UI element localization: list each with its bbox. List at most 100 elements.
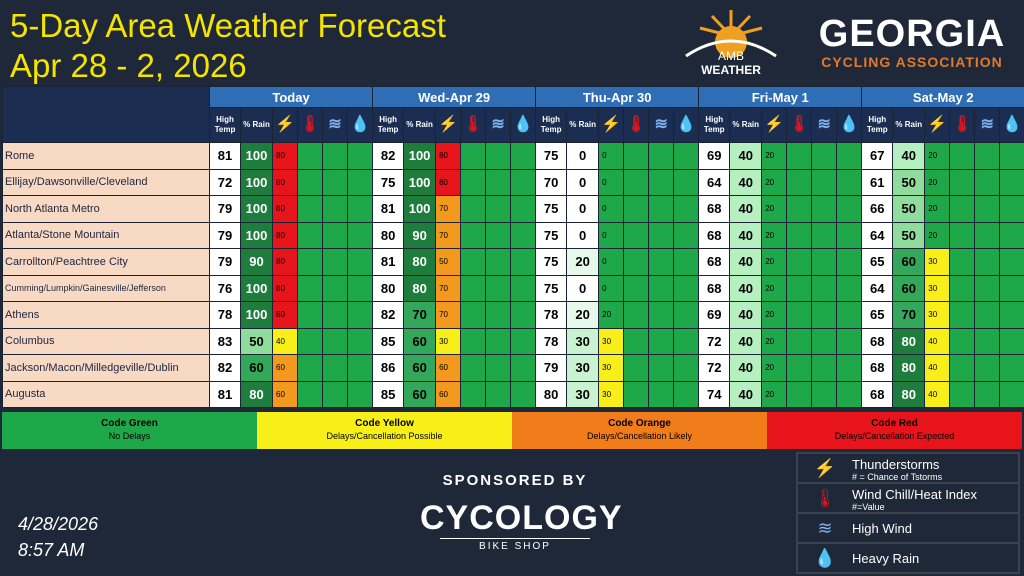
- empty-cell: [322, 354, 348, 382]
- city-name: Carrollton/Peachtree City: [2, 248, 210, 276]
- table-row: Jackson/Macon/Milledgeville/Dublin 82 60 60…: [2, 354, 1024, 382]
- rain-cell: 90: [240, 248, 273, 276]
- empty-cell: [485, 380, 512, 408]
- empty-cell: [322, 142, 348, 170]
- high-temp-cell: 65: [861, 301, 894, 329]
- high-temp-cell: 79: [209, 221, 241, 249]
- day-header: Sat-May 2: [861, 86, 1024, 108]
- empty-cell: [811, 354, 838, 382]
- tstorm-cell: 80: [435, 142, 462, 170]
- rain-cell: 100: [403, 195, 437, 223]
- empty-cell: [811, 274, 838, 302]
- empty-cell: [811, 327, 838, 355]
- raindrop-icon: 💧: [513, 116, 534, 133]
- tstorm-cell: 20: [761, 221, 788, 249]
- day-header: Thu-Apr 30: [535, 86, 700, 108]
- delay-code-name: Code Yellow: [355, 418, 414, 429]
- legend-item: ⚡ Thunderstorms # = Chance of Tstorms: [798, 454, 1018, 482]
- empty-cell: [974, 221, 1001, 249]
- empty-cell: [510, 195, 537, 223]
- empty-cell: [673, 221, 700, 249]
- empty-cell: [510, 354, 537, 382]
- empty-cell: [999, 142, 1024, 170]
- empty-cell: [974, 142, 1001, 170]
- high-temp-cell: 70: [535, 168, 568, 196]
- thermometer-icon: 🌡: [952, 116, 973, 133]
- delay-code: Code Red Delays/Cancellation Expected: [767, 412, 1022, 449]
- empty-cell: [786, 142, 813, 170]
- legend-item: ≋ High Wind: [798, 514, 1018, 542]
- high-temp-cell: 82: [372, 142, 405, 170]
- empty-cell: [786, 168, 813, 196]
- rain-cell: 0: [566, 274, 600, 302]
- empty-cell: [460, 380, 487, 408]
- table-row: Carrollton/Peachtree City 79 90 80 81 80 50 75 2…: [2, 248, 1024, 276]
- high-temp-cell: 79: [209, 248, 241, 276]
- empty-cell: [949, 354, 976, 382]
- high-temp-cell: 76: [209, 274, 241, 302]
- rain-cell: 70: [892, 301, 926, 329]
- high-temp-cell: 68: [698, 248, 731, 276]
- icon-header: 💧: [836, 107, 863, 143]
- empty-cell: [999, 327, 1024, 355]
- empty-cell: [974, 327, 1001, 355]
- icon-header: ≋: [485, 107, 512, 143]
- icon-header: 💧: [510, 107, 537, 143]
- tstorm-cell: 30: [598, 327, 625, 355]
- city-name: Rome: [2, 142, 210, 170]
- empty-cell: [297, 354, 323, 382]
- tstorm-cell: 40: [924, 327, 951, 355]
- rain-header: % Rain: [240, 107, 273, 143]
- tstorm-cell: 0: [598, 142, 625, 170]
- empty-cell: [999, 301, 1024, 329]
- tstorm-cell: 30: [924, 301, 951, 329]
- icon-header: ≋: [322, 107, 348, 143]
- icon-header: ⚡: [924, 107, 951, 143]
- empty-cell: [974, 248, 1001, 276]
- rain-cell: 40: [729, 274, 763, 302]
- delay-code-desc: Delays/Cancellation Expected: [834, 431, 955, 441]
- raindrop-icon: 💧: [350, 116, 370, 133]
- rain-cell: 0: [566, 195, 600, 223]
- rain-cell: 60: [403, 327, 437, 355]
- empty-cell: [460, 168, 487, 196]
- rain-cell: 80: [892, 327, 926, 355]
- thermometer-icon: 🌡: [789, 116, 810, 133]
- tstorm-cell: 80: [272, 301, 298, 329]
- sponsor-sub: BIKE SHOP: [440, 538, 590, 552]
- empty-cell: [786, 354, 813, 382]
- rain-cell: 60: [240, 354, 273, 382]
- high-temp-cell: 64: [698, 168, 731, 196]
- empty-cell: [949, 301, 976, 329]
- tstorm-cell: 40: [924, 354, 951, 382]
- rain-cell: 40: [892, 142, 926, 170]
- high-temp-cell: 75: [535, 142, 568, 170]
- empty-cell: [623, 168, 650, 196]
- sponsored-by-label: SPONSORED BY: [442, 472, 588, 489]
- high-temp-cell: 85: [372, 327, 405, 355]
- report-time: 8:57 AM: [18, 540, 85, 560]
- high-temp-cell: 78: [209, 301, 241, 329]
- thermometer-icon: 🌡: [462, 116, 484, 133]
- rain-cell: 20: [566, 248, 600, 276]
- empty-cell: [673, 248, 700, 276]
- high-temp-cell: 68: [698, 195, 731, 223]
- icon-header: ⚡: [598, 107, 625, 143]
- empty-cell: [485, 142, 512, 170]
- empty-cell: [974, 274, 1001, 302]
- delay-code-desc: Delays/Cancellation Possible: [326, 431, 443, 441]
- high-temp-cell: 74: [698, 380, 731, 408]
- rain-cell: 60: [403, 354, 437, 382]
- icon-header: 💧: [999, 107, 1024, 143]
- empty-cell: [648, 380, 675, 408]
- icon-header: ⚡: [435, 107, 462, 143]
- empty-cell: [974, 354, 1001, 382]
- ga-logo-title: GEORGIA: [818, 13, 1006, 55]
- raindrop-icon: 💧: [1002, 116, 1023, 133]
- icon-header: 🌡: [623, 107, 650, 143]
- empty-cell: [460, 301, 487, 329]
- empty-cell: [811, 221, 838, 249]
- empty-cell: [322, 248, 348, 276]
- empty-cell: [974, 380, 1001, 408]
- icon-header: 🌡: [460, 107, 487, 143]
